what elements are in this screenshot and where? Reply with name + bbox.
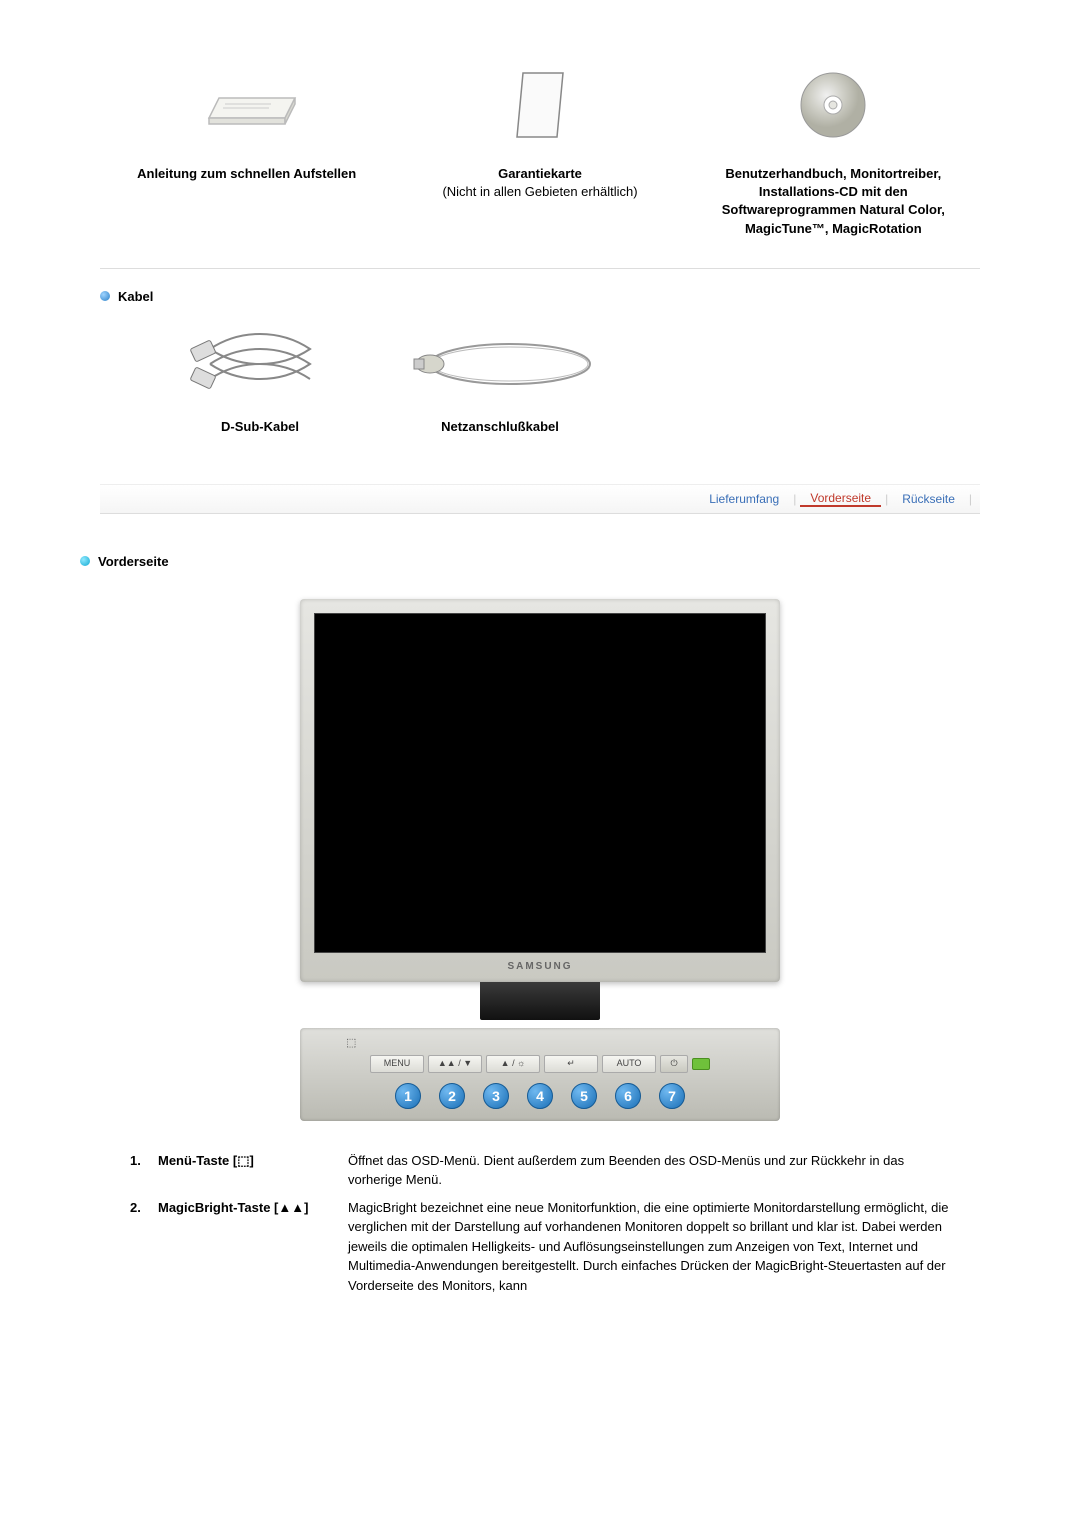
- quickstart-image: [110, 60, 383, 150]
- power-cable-image: [400, 324, 600, 404]
- package-item-cd: Benutzerhandbuch, Monitortreiber, Instal…: [687, 60, 980, 238]
- callout-2: 2: [439, 1083, 465, 1109]
- tab-lieferumfang[interactable]: Lieferumfang: [699, 492, 789, 506]
- nav-separator: |: [885, 492, 888, 506]
- control-panel: ⬚ MENU ▲▲ / ▼ ▲ / ☼ ↵ AUTO ⏻ 1 2 3 4 5 6…: [300, 1028, 780, 1121]
- desc-label: Menü-Taste [⬚]: [158, 1151, 348, 1171]
- control-buttons-row: MENU ▲▲ / ▼ ▲ / ☼ ↵ AUTO ⏻: [310, 1055, 770, 1073]
- callout-6: 6: [615, 1083, 641, 1109]
- callout-3: 3: [483, 1083, 509, 1109]
- callout-1: 1: [395, 1083, 421, 1109]
- monitor-stand: [480, 982, 600, 1020]
- desc-num: 1.: [130, 1151, 158, 1171]
- desc-num: 2.: [130, 1198, 158, 1218]
- nav-tabs: Lieferumfang | Vorderseite | Rückseite |: [100, 484, 980, 514]
- monitor-brand-logo: SAMSUNG: [314, 953, 766, 976]
- cable-dsub: D-Sub-Kabel: [180, 324, 340, 434]
- nav-separator: |: [969, 492, 972, 506]
- callout-5: 5: [571, 1083, 597, 1109]
- magicbright-button[interactable]: ▲▲ / ▼: [428, 1055, 482, 1073]
- desc-label: MagicBright-Taste [▲▲]: [158, 1198, 348, 1218]
- brightness-button[interactable]: ▲ / ☼: [486, 1055, 540, 1073]
- desc-row-2: 2. MagicBright-Taste [▲▲] MagicBright be…: [130, 1198, 950, 1296]
- tab-vorderseite[interactable]: Vorderseite: [800, 491, 881, 507]
- cd-label: Benutzerhandbuch, Monitortreiber, Instal…: [697, 165, 970, 238]
- cable-power: Netzanschlußkabel: [400, 324, 600, 434]
- monitor-screen: [314, 613, 766, 953]
- desc-row-1: 1. Menü-Taste [⬚] Öffnet das OSD-Menü. D…: [130, 1151, 950, 1190]
- description-list: 1. Menü-Taste [⬚] Öffnet das OSD-Menü. D…: [100, 1151, 980, 1296]
- bullet-icon: [100, 291, 110, 301]
- control-icon-overlay: ⬚: [310, 1036, 770, 1049]
- cd-image: [697, 60, 970, 150]
- section-vorderseite-header: Vorderseite: [80, 554, 980, 569]
- power-label: Netzanschlußkabel: [400, 419, 600, 434]
- package-items-row: Anleitung zum schnellen Aufstellen Garan…: [100, 60, 980, 238]
- menu-button[interactable]: MENU: [370, 1055, 424, 1073]
- tab-rueckseite[interactable]: Rückseite: [892, 492, 965, 506]
- package-item-warranty: Garantiekarte (Nicht in allen Gebieten e…: [393, 60, 686, 238]
- callout-4: 4: [527, 1083, 553, 1109]
- section-kabel-header: Kabel: [100, 289, 980, 304]
- dsub-cable-image: [180, 324, 340, 404]
- nav-separator: |: [793, 492, 796, 506]
- package-item-quickstart: Anleitung zum schnellen Aufstellen: [100, 60, 393, 238]
- warranty-label: Garantiekarte: [403, 165, 676, 183]
- dsub-label: D-Sub-Kabel: [180, 419, 340, 434]
- desc-text: MagicBright bezeichnet eine neue Monitor…: [348, 1198, 950, 1296]
- warranty-sublabel: (Nicht in allen Gebieten erhältlich): [403, 183, 676, 201]
- auto-button[interactable]: AUTO: [602, 1055, 656, 1073]
- enter-button[interactable]: ↵: [544, 1055, 598, 1073]
- monitor-illustration: SAMSUNG ⬚ MENU ▲▲ / ▼ ▲ / ☼ ↵ AUTO ⏻ 1 2…: [100, 599, 980, 1121]
- desc-text: Öffnet das OSD-Menü. Dient außerdem zum …: [348, 1151, 950, 1190]
- power-button[interactable]: ⏻: [660, 1055, 688, 1073]
- callout-7: 7: [659, 1083, 685, 1109]
- section-kabel-title: Kabel: [118, 289, 153, 304]
- warranty-image: [403, 60, 676, 150]
- cables-row: D-Sub-Kabel Netzanschlußkabel: [100, 324, 980, 434]
- separator: [100, 268, 980, 269]
- bullet-icon: [80, 556, 90, 566]
- section-vorderseite-title: Vorderseite: [98, 554, 169, 569]
- power-led: [692, 1058, 710, 1070]
- quickstart-label: Anleitung zum schnellen Aufstellen: [110, 165, 383, 183]
- callout-numbers: 1 2 3 4 5 6 7: [310, 1083, 770, 1113]
- monitor-bezel: SAMSUNG: [300, 599, 780, 982]
